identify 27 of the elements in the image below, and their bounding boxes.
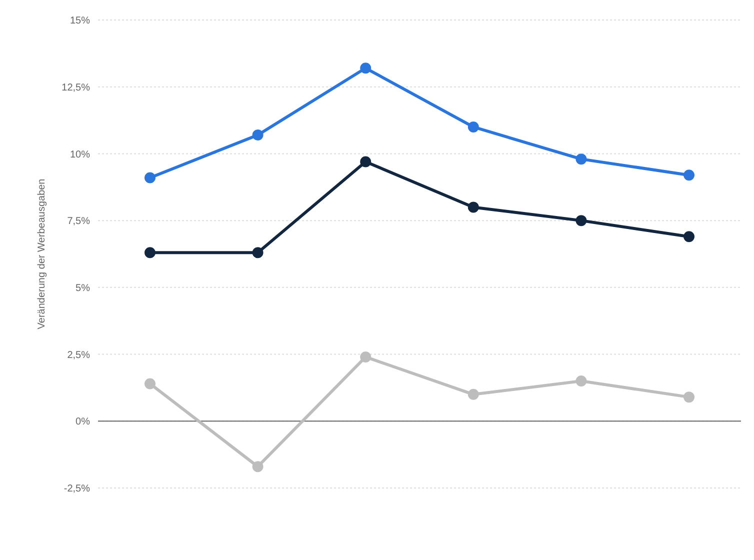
point xyxy=(144,378,156,390)
point xyxy=(144,247,156,258)
y-tick-label: 12,5% xyxy=(62,82,90,94)
y-tick-label: 7,5% xyxy=(67,216,90,228)
y-tick-label: 10% xyxy=(70,149,90,160)
y-tick-label: 5% xyxy=(76,282,90,294)
point xyxy=(360,351,372,362)
point xyxy=(360,156,372,168)
point xyxy=(684,392,694,403)
point xyxy=(576,215,587,226)
point xyxy=(144,172,156,184)
y-tick-label: -2,5% xyxy=(64,484,90,495)
y-tick-label: 15% xyxy=(70,16,90,27)
point xyxy=(468,388,479,400)
point xyxy=(360,62,372,74)
point xyxy=(252,461,264,472)
point xyxy=(684,170,694,181)
y-tick-label: 2,5% xyxy=(67,350,90,361)
y-axis-title: Veränderung der Werbeausgaben xyxy=(36,178,48,330)
point xyxy=(468,202,479,213)
point xyxy=(576,154,587,165)
y-tick-label: 0% xyxy=(76,416,90,428)
point xyxy=(684,231,694,242)
point xyxy=(468,121,479,132)
point xyxy=(576,376,587,387)
point xyxy=(252,129,264,140)
point xyxy=(252,247,264,258)
